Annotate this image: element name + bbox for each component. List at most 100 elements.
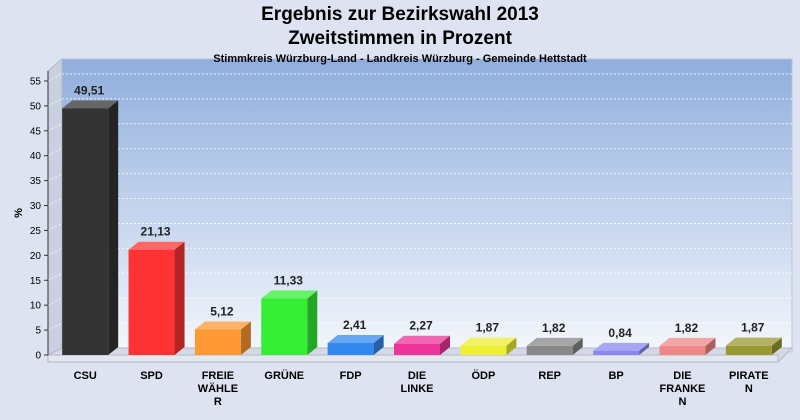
x-tick-label-line-9-0: DIE [673, 370, 691, 382]
bar-front-5 [394, 343, 440, 355]
y-tick-label-0: 0 [35, 351, 41, 362]
chart-title: Ergebnis zur Bezirkswahl 2013 [261, 4, 539, 25]
bar-2: 5,12 [194, 304, 251, 355]
bar-side-9 [705, 337, 716, 355]
grid-line-diag-2 [47, 297, 63, 306]
bar-6: 1,87 [460, 321, 517, 355]
x-tick-label-line-5-0: DIE [408, 370, 426, 382]
x-tick-label-line-7-0: REP [538, 370, 561, 382]
bar-3: 11,33 [261, 274, 318, 355]
x-tick-label-4: FDP [340, 370, 362, 382]
bar-side-1 [174, 241, 185, 355]
x-tick-label-line-2-2: R [214, 396, 222, 408]
y-axis-label: % [13, 208, 25, 218]
x-tick-label-1: SPD [140, 370, 163, 382]
grid-line-diag-9 [47, 123, 63, 132]
bar-8: 0,84 [593, 326, 650, 355]
bar-value-label-10: 1,87 [741, 321, 765, 335]
x-tick-label-8: BP [608, 370, 623, 382]
bar-side-6 [506, 337, 517, 355]
y-tick-label-10: 50 [30, 101, 42, 112]
bar-value-label-2: 5,12 [210, 304, 234, 318]
y-tick-label-6: 30 [30, 201, 42, 212]
bar-side-0 [108, 100, 119, 355]
grid-line-diag-8 [47, 148, 63, 157]
bar-value-label-8: 0,84 [608, 326, 632, 340]
x-tick-label-line-9-1: FRANKE [660, 383, 706, 395]
bar-side-3 [307, 290, 318, 355]
bar-top-1 [128, 241, 185, 250]
x-tick-label-0: CSU [74, 370, 97, 382]
chart-subtitle: Zweitstimmen in Prozent [288, 28, 512, 49]
bar-value-label-6: 1,87 [476, 321, 500, 335]
bar-front-8 [593, 350, 640, 355]
x-tick-label-line-9-2: N [678, 396, 686, 408]
bar-front-1 [128, 249, 175, 355]
x-tick-label-7: REP [538, 370, 561, 382]
bar-top-0 [62, 100, 119, 109]
bar-front-10 [725, 345, 772, 355]
bar-side-8 [639, 342, 650, 355]
x-tick-label-line-1-0: SPD [140, 370, 163, 382]
chart-caption: Stimmkreis Würzburg-Land - Landkreis Wür… [213, 53, 587, 65]
bar-0: 49,51 [62, 83, 119, 355]
bar-side-5 [440, 335, 450, 355]
bar-side-10 [771, 337, 782, 355]
x-tick-label-3: GRÜNE [264, 369, 304, 382]
x-tick-label-line-8-0: BP [608, 370, 623, 382]
y-tick-label-8: 40 [30, 151, 42, 162]
bars: 49,51 21,13 5,12 11,33 2,41 2,27 1,87 1,82 0,84 1… [62, 83, 782, 355]
bar-side-4 [373, 334, 384, 355]
grid-line-diag-5 [47, 222, 63, 231]
x-tick-label-line-10-0: PIRATE [729, 370, 769, 382]
x-tick-label-line-10-1: N [745, 383, 753, 395]
y-axis: 0 5 10 15 20 25 30 35 40 45 50 55% [13, 71, 49, 362]
bar-1: 21,13 [128, 225, 185, 355]
bar-front-3 [261, 298, 308, 355]
grid-line-diag-7 [47, 173, 63, 182]
bar-value-label-5: 2,27 [409, 319, 433, 333]
grid-line-diag-1 [47, 322, 63, 331]
bar-top-7 [526, 337, 583, 346]
bar-top-8 [593, 342, 650, 351]
plot-floor-front [47, 354, 779, 363]
bar-top-5 [394, 335, 450, 344]
grid-line-diag-10 [47, 98, 63, 107]
bar-10: 1,87 [725, 321, 782, 355]
bar-side-7 [572, 337, 583, 355]
bar-7: 1,82 [526, 321, 583, 355]
x-tick-label-line-4-0: FDP [340, 370, 362, 382]
x-tick-label-9: DIE FRANKE N [660, 370, 706, 408]
y-tick-label-5: 25 [30, 226, 42, 237]
grid-line-diag-4 [47, 247, 63, 256]
bar-5: 2,27 [394, 319, 450, 355]
bar-value-label-4: 2,41 [343, 318, 367, 332]
bar-value-label-0: 49,51 [74, 83, 104, 97]
bar-top-2 [194, 321, 251, 330]
x-tick-label-2: FREIE WÄHLE R [198, 370, 238, 408]
plot-side-wall [47, 57, 63, 356]
bar-9: 1,82 [659, 321, 716, 355]
bar-value-label-1: 21,13 [141, 225, 171, 239]
bar-top-4 [327, 334, 384, 343]
bar-top-9 [659, 337, 716, 346]
bar-front-4 [327, 342, 374, 355]
bar-top-10 [725, 337, 782, 346]
bar-side-2 [240, 321, 251, 355]
bar-value-label-9: 1,82 [675, 321, 699, 335]
x-tick-label-5: DIE LINKE [401, 370, 434, 395]
bar-front-9 [659, 345, 706, 355]
y-tick-label-1: 5 [35, 326, 41, 337]
bar-value-label-3: 11,33 [274, 274, 304, 288]
bar-front-6 [460, 345, 507, 355]
y-tick-label-4: 20 [30, 251, 42, 262]
y-tick-label-9: 45 [30, 126, 42, 137]
y-tick-label-2: 10 [30, 301, 42, 312]
bar-front-7 [526, 345, 573, 355]
y-tick-label-11: 55 [30, 76, 42, 87]
grid-line-diag-11 [47, 73, 63, 82]
bar-value-label-7: 1,82 [542, 321, 566, 335]
x-tick-label-line-2-0: FREIE [202, 370, 234, 382]
